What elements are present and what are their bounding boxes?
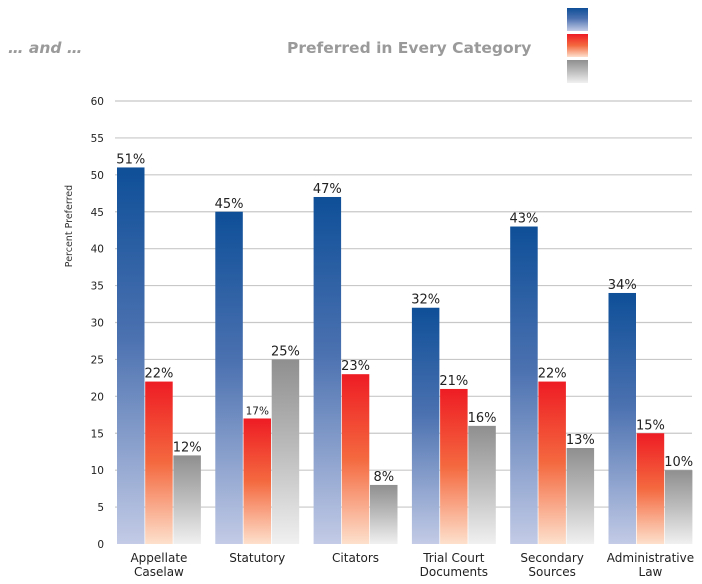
x-category-label: Caselaw <box>134 565 184 579</box>
bar-series-1-0 <box>117 167 145 544</box>
bars <box>117 167 693 544</box>
data-label: 23% <box>341 359 370 374</box>
y-axis-ticks: 0 5 10 15 20 25 30 35 40 45 50 55 60 <box>91 96 104 551</box>
bar-series-3-2 <box>370 484 398 544</box>
bar-series-3-0 <box>173 455 201 544</box>
x-category-label: Administrative <box>607 551 694 565</box>
data-label: 17% <box>246 405 269 417</box>
y-tick-label: 40 <box>91 244 104 256</box>
data-label: 34% <box>608 278 637 293</box>
y-tick-label: 30 <box>91 318 104 330</box>
data-label: 32% <box>411 293 440 308</box>
data-label: 25% <box>271 344 300 359</box>
data-label: 15% <box>636 418 665 433</box>
bar-series-2-2 <box>341 374 370 544</box>
x-category-label: Statutory <box>229 551 285 565</box>
y-tick-label: 55 <box>91 133 104 145</box>
data-label: 8% <box>373 470 394 485</box>
y-tick-label: 10 <box>91 465 104 477</box>
legend <box>567 8 588 83</box>
bar-series-2-4 <box>538 381 566 544</box>
y-tick-label: 15 <box>91 428 104 440</box>
data-label: 51% <box>116 152 145 167</box>
x-category-label: Sources <box>528 565 575 579</box>
intro-text: … and … <box>8 39 82 57</box>
x-category-label: Appellate <box>130 551 187 565</box>
y-tick-label: 0 <box>97 539 104 551</box>
bar-series-2-0 <box>145 381 173 544</box>
bar-series-3-3 <box>468 425 496 544</box>
legend-swatch-3 <box>567 60 588 83</box>
bar-series-1-2 <box>313 196 342 544</box>
legend-swatch-2 <box>567 34 588 57</box>
y-tick-label: 50 <box>91 170 104 182</box>
data-label: 10% <box>664 455 693 470</box>
y-tick-label: 60 <box>91 96 104 108</box>
data-labels: 51% 22% 12% 45% 17% 25% 47% 23% 8% 32% 21% 16% 43% 22… <box>116 152 693 484</box>
y-tick-label: 35 <box>91 281 104 293</box>
bar-series-2-1 <box>243 418 271 544</box>
bar-series-3-5 <box>664 470 693 544</box>
x-category-label: Documents <box>420 565 488 579</box>
bar-series-2-3 <box>440 388 468 544</box>
bar-series-1-3 <box>411 307 440 544</box>
data-label: 47% <box>313 182 342 197</box>
bar-series-3-1 <box>271 359 300 544</box>
legend-swatch-1 <box>567 8 588 31</box>
y-tick-label: 20 <box>91 391 104 403</box>
data-label: 12% <box>173 440 202 455</box>
data-label: 22% <box>144 367 173 382</box>
chart-title: Preferred in Every Category <box>287 39 531 57</box>
x-category-label: Secondary <box>520 551 584 565</box>
x-category-label: Law <box>639 565 663 579</box>
data-label: 43% <box>509 212 538 227</box>
bar-series-1-4 <box>510 226 538 544</box>
data-label: 13% <box>566 433 595 448</box>
bar-series-2-5 <box>636 433 665 544</box>
y-tick-label: 45 <box>91 207 104 219</box>
bar-series-1-1 <box>215 211 243 544</box>
data-label: 21% <box>439 374 468 389</box>
y-tick-label: 5 <box>97 502 104 514</box>
y-tick-label: 25 <box>91 354 104 366</box>
y-axis-label: Percent Preferred <box>64 185 75 267</box>
bar-series-3-4 <box>566 448 595 544</box>
data-label: 45% <box>215 197 244 212</box>
gridlines <box>115 100 692 508</box>
bar-series-1-5 <box>608 292 636 544</box>
x-category-label: Citators <box>332 551 379 565</box>
data-label: 16% <box>468 411 497 426</box>
data-label: 22% <box>538 367 567 382</box>
x-category-label: Trial Court <box>422 551 485 565</box>
